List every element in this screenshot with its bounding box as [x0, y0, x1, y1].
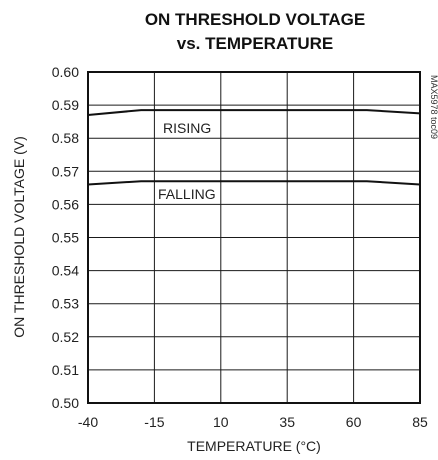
- y-axis-label: ON THRESHOLD VOLTAGE (V): [11, 136, 27, 337]
- y-tick-label-10: 0.60: [52, 64, 79, 80]
- y-tick-label-1: 0.51: [52, 362, 79, 378]
- series-line-falling: [87, 180, 421, 186]
- chart-title-line-2: vs. TEMPERATURE: [177, 34, 334, 53]
- y-tick-label-3: 0.53: [52, 296, 79, 312]
- plot-frame: [87, 71, 421, 404]
- y-tick-label-9: 0.59: [52, 97, 79, 113]
- y-tick-label-7: 0.57: [52, 163, 79, 179]
- x-tick-label-5: 85: [412, 414, 428, 430]
- grid-lines: [87, 71, 421, 404]
- y-tick-label-0: 0.50: [52, 395, 79, 411]
- x-tick-label-4: 60: [346, 414, 362, 430]
- y-tick-label-8: 0.58: [52, 130, 79, 146]
- series-lines: [87, 109, 421, 186]
- y-tick-label-4: 0.54: [52, 263, 79, 279]
- y-tick-labels: 0.50 0.51 0.52 0.53 0.54 0.55 0.56 0.57 0.58 0.59…: [52, 64, 79, 411]
- x-tick-label-2: 10: [213, 414, 229, 430]
- x-tick-label-1: -15: [144, 414, 164, 430]
- y-tick-label-5: 0.55: [52, 230, 79, 246]
- chart-title-line-1: ON THRESHOLD VOLTAGE: [145, 10, 365, 29]
- figure-code: MAX5978 toc09: [429, 75, 438, 139]
- x-tick-labels: -40 -15 10 35 60 85: [78, 414, 428, 430]
- x-tick-label-0: -40: [78, 414, 98, 430]
- series-label-falling: FALLING: [158, 186, 216, 202]
- y-tick-label-6: 0.56: [52, 196, 79, 212]
- x-tick-label-3: 35: [279, 414, 295, 430]
- series-label-rising: RISING: [163, 120, 211, 136]
- series-line-rising: [87, 109, 421, 116]
- y-tick-label-2: 0.52: [52, 329, 79, 345]
- x-axis-label: TEMPERATURE (°C): [187, 438, 321, 454]
